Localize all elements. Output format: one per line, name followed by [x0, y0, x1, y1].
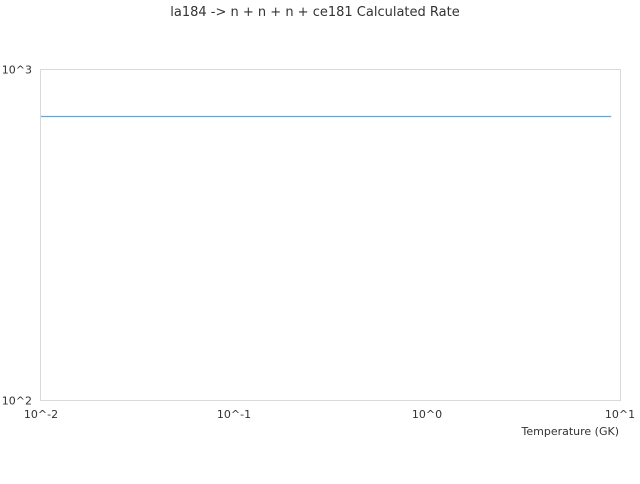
y-tick-label: 10^2 — [2, 395, 32, 408]
x-axis-label: Temperature (GK) — [521, 425, 620, 438]
x-tick-label: 10^1 — [605, 408, 635, 421]
plot-area — [40, 69, 621, 401]
chart-title: la184 -> n + n + n + ce181 Calculated Ra… — [170, 5, 459, 20]
x-tick-label: 10^-2 — [24, 408, 58, 421]
x-tick-label: 10^-1 — [217, 408, 251, 421]
x-tick-label: 10^0 — [412, 408, 442, 421]
y-tick-label: 10^3 — [2, 64, 32, 77]
